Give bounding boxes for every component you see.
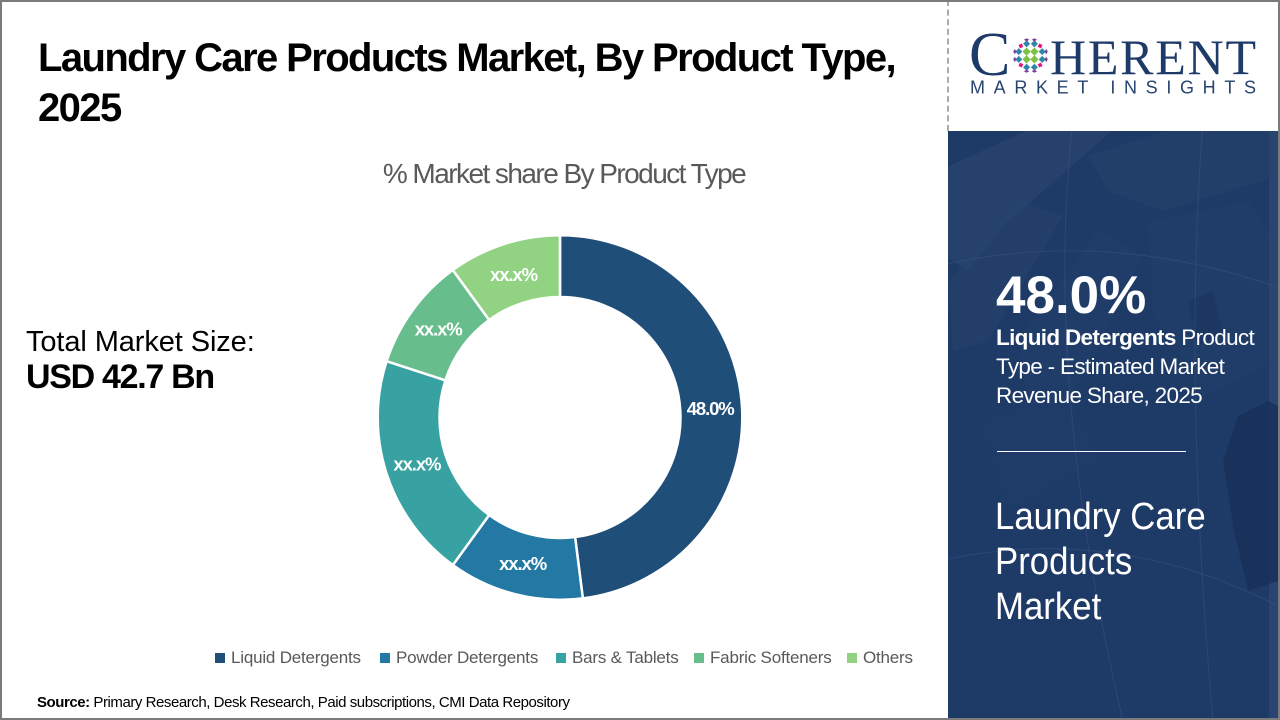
svg-text:48.0%: 48.0% (687, 398, 735, 419)
svg-text:MARKET INSIGHTS: MARKET INSIGHTS (970, 78, 1256, 98)
svg-text:xx.x%: xx.x% (490, 264, 538, 285)
svg-text:xx.x%: xx.x% (415, 319, 463, 340)
svg-text:HERENT: HERENT (1050, 29, 1256, 85)
svg-text:xx.x%: xx.x% (499, 553, 547, 574)
svg-text:C: C (969, 28, 1010, 89)
svg-text:xx.x%: xx.x% (393, 454, 441, 475)
